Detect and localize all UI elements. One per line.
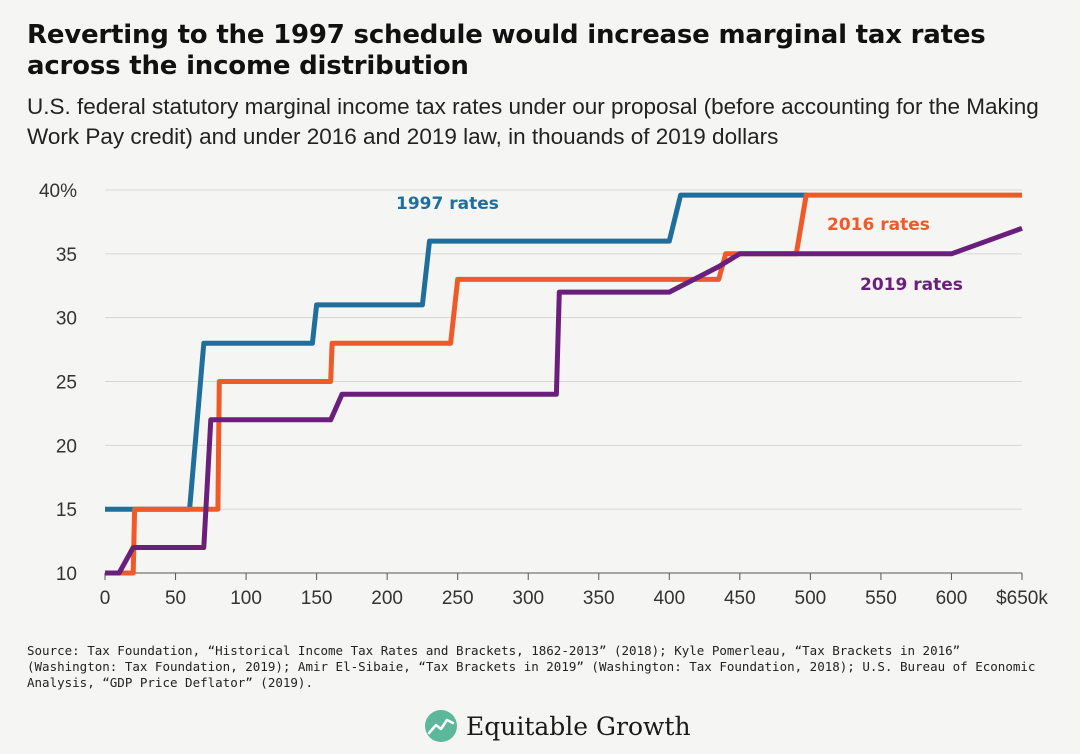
equitable-growth-logo: Equitable Growth	[424, 706, 691, 746]
y-tick-label: 35	[56, 245, 77, 266]
x-tick-label: 100	[230, 588, 262, 609]
x-tick-label: 200	[371, 588, 403, 609]
series-lines	[105, 192, 1023, 576]
x-tick-label: 550	[865, 588, 897, 609]
x-tick-label: 50	[165, 588, 186, 609]
x-tick-label: 500	[795, 588, 827, 609]
series-label-2019: 2019 rates	[860, 275, 963, 295]
series-label-2016: 2016 rates	[827, 215, 930, 235]
line-chart: 10 15 20 25 30 35 40% 0 50 100 150 200 250 300 350 400…	[39, 181, 1048, 609]
x-tick-label: 600	[936, 588, 968, 609]
x-tick-label: 0	[100, 588, 111, 609]
x-tick-label: 400	[653, 588, 685, 609]
y-tick-label: 10	[56, 564, 77, 585]
growth-logo-icon	[425, 710, 457, 742]
x-tick-label: 300	[512, 588, 544, 609]
x-axis-ticks: 0 50 100 150 200 250 300 350 400 450 500 550 600 $650…	[100, 572, 1048, 609]
y-tick-label: 15	[56, 500, 77, 521]
y-axis-ticks: 10 15 20 25 30 35 40%	[39, 181, 77, 585]
series-line-2019	[105, 225, 1023, 576]
y-tick-label: 30	[56, 309, 77, 330]
series-label-1997: 1997 rates	[396, 194, 499, 214]
y-tick-label: 40%	[39, 181, 77, 202]
source-note: Source: Tax Foundation, “Historical Inco…	[27, 643, 1036, 690]
x-tick-label: 450	[724, 588, 756, 609]
x-tick-label: 350	[583, 588, 615, 609]
chart-subtitle: U.S. federal statutory marginal income t…	[27, 94, 1039, 149]
y-tick-label: 20	[56, 436, 77, 457]
x-tick-label: 150	[301, 588, 333, 609]
x-tick-label: 250	[442, 588, 474, 609]
logo-text: Equitable Growth	[466, 711, 691, 741]
chart-title: Reverting to the 1997 schedule would inc…	[27, 20, 986, 81]
y-tick-label: 25	[56, 373, 77, 394]
x-tick-label: $650k	[996, 588, 1048, 609]
